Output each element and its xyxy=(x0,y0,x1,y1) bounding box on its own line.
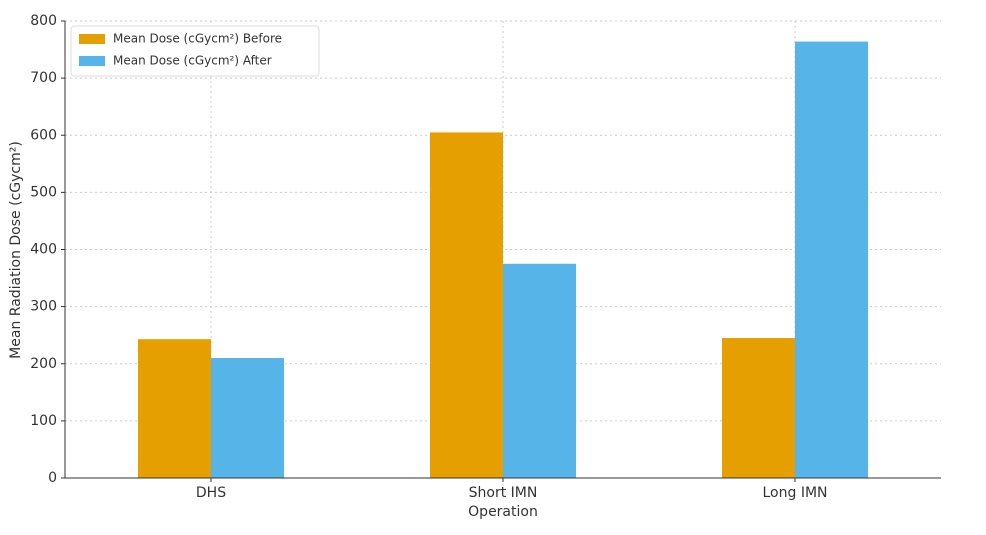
y-tick-label: 300 xyxy=(30,299,57,315)
bar xyxy=(722,338,795,478)
y-tick-label: 500 xyxy=(30,184,57,200)
x-tick-label: Long IMN xyxy=(762,485,827,501)
legend-box xyxy=(70,25,320,77)
y-axis-label: Mean Radiation Dose (cGycm²) xyxy=(8,141,24,359)
y-tick-label: 0 xyxy=(48,470,57,486)
bar xyxy=(138,339,211,478)
legend-swatch xyxy=(79,34,105,44)
y-tick-label: 100 xyxy=(30,413,57,429)
y-tick-label: 200 xyxy=(30,356,57,372)
y-tick-label: 400 xyxy=(30,242,57,258)
y-tick-label: 600 xyxy=(30,127,57,143)
x-axis-label: Operation xyxy=(468,504,538,520)
bar xyxy=(503,263,576,478)
x-tick-label: Short IMN xyxy=(469,485,538,501)
y-tick-label: 700 xyxy=(30,70,57,86)
x-tick-label: DHS xyxy=(196,485,226,501)
bar xyxy=(430,132,503,479)
bar xyxy=(211,358,284,478)
y-tick-label: 800 xyxy=(30,13,57,29)
legend-swatch xyxy=(79,56,105,66)
legend-label: Mean Dose (cGycm²) Before xyxy=(113,32,282,46)
bar xyxy=(795,41,868,478)
legend-label: Mean Dose (cGycm²) After xyxy=(113,54,272,68)
